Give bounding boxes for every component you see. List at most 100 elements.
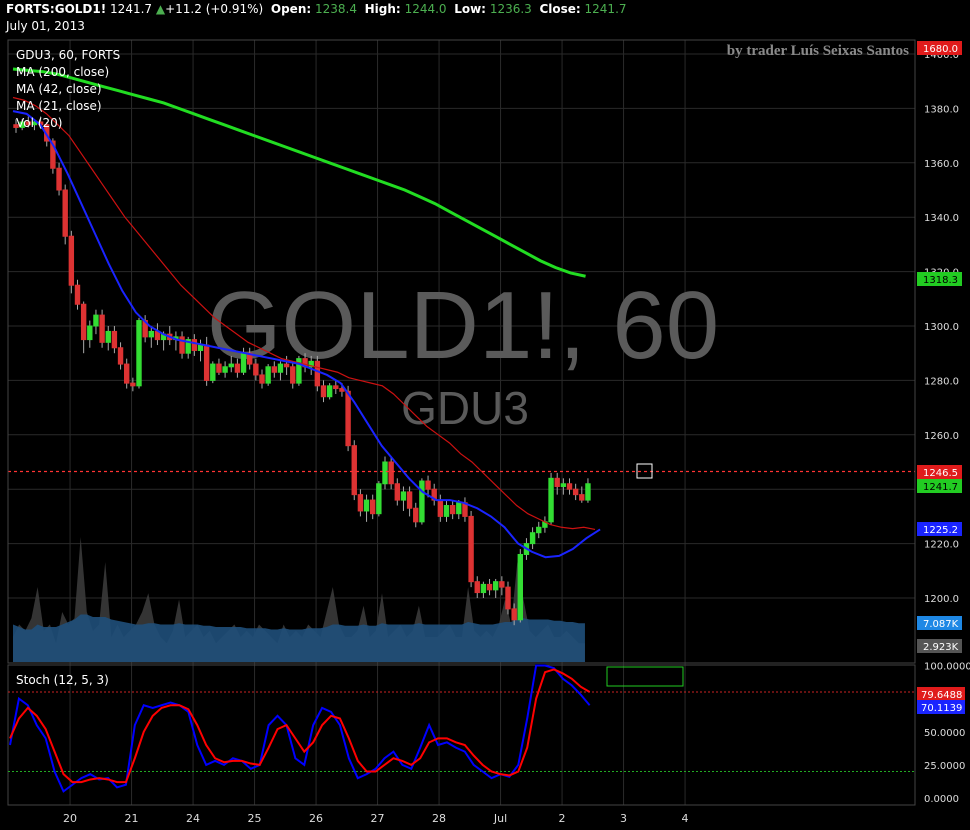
candle-body <box>105 330 111 343</box>
high-value: 1244.0 <box>404 2 447 16</box>
badge-top: 1680.0 <box>923 44 958 55</box>
candle-body <box>376 483 382 515</box>
grid-lines <box>8 40 915 805</box>
price-panel-frame <box>7 39 916 664</box>
candle-body <box>566 483 573 490</box>
legend-ma200[interactable]: MA (200, close) <box>16 65 109 79</box>
highlight-box-price <box>636 463 653 479</box>
stoch-panel-frame <box>7 664 916 806</box>
candle-body <box>419 480 425 523</box>
candle-body <box>124 363 130 384</box>
candle-body <box>400 491 407 501</box>
time-tick-label: 20 <box>63 812 77 825</box>
legend: GDU3, 60, FORTS MA (200, close) MA (42, … <box>16 48 120 687</box>
candle-body <box>560 483 567 487</box>
candle-body <box>259 374 265 384</box>
time-tick-label: 2 <box>559 812 566 825</box>
candle-body <box>265 366 271 384</box>
candle-body <box>31 121 38 126</box>
price-tick-label: 1260.0 <box>924 431 959 442</box>
price-axis[interactable]: 1200.01220.01240.01260.01280.01300.01320… <box>924 50 959 605</box>
candle-body <box>517 553 523 621</box>
legend-ma42[interactable]: MA (42, close) <box>16 82 102 96</box>
open-value: 1238.4 <box>315 2 357 16</box>
candle-body <box>80 303 87 341</box>
time-tick-label: 26 <box>309 812 323 825</box>
badge-last: 1241.7 <box>923 482 958 493</box>
candle-body <box>148 330 155 338</box>
candle-body <box>548 477 554 523</box>
candle-body <box>345 390 351 447</box>
candle-body <box>234 363 241 373</box>
candle-body <box>572 488 579 496</box>
stoch-tick-label: 100.0000 <box>924 662 970 673</box>
watermark-symbol: GOLD1!, 60 <box>207 272 719 379</box>
price-tick-label: 1340.0 <box>924 213 959 224</box>
open-label: Open: <box>270 2 312 16</box>
highlight-box-stoch <box>606 666 684 687</box>
badge-vol-avg: 7.087K <box>923 619 959 630</box>
candle-body <box>382 461 388 485</box>
candle-body <box>468 515 474 583</box>
candle-body <box>351 445 357 496</box>
candle-body <box>326 385 333 398</box>
candle-body <box>456 502 462 515</box>
candle-body <box>19 121 25 128</box>
candle-body <box>25 121 32 126</box>
candle-body <box>511 608 517 621</box>
candle-body <box>271 366 278 373</box>
last-price: 1241.7 <box>110 2 153 16</box>
badge-ma200-bg <box>917 272 962 286</box>
price-tick-label: 1220.0 <box>924 540 959 551</box>
candle-body <box>50 140 56 169</box>
legend-ma21[interactable]: MA (21, close) <box>16 99 102 113</box>
candle-body <box>210 363 216 381</box>
candle-body <box>130 382 136 387</box>
volume-ma-area <box>13 614 585 662</box>
candle-body <box>216 363 222 373</box>
candle-body <box>493 581 499 591</box>
candle-body <box>499 581 505 588</box>
candle-body <box>394 483 401 501</box>
candle-body <box>253 363 259 376</box>
ma21-line <box>12 110 601 559</box>
badge-stoch-k: 79.6488 <box>921 690 962 701</box>
candle-body <box>240 352 247 373</box>
badge-hline: 1246.5 <box>923 468 958 479</box>
candle-body <box>296 358 302 384</box>
stoch-tick-label: 25.0000 <box>924 761 965 772</box>
stoch-title[interactable]: Stoch (12, 5, 3) <box>16 673 109 687</box>
symbol-header: FORTS:GOLD1! 1241.7 ▲+11.2 (+0.91%) Open… <box>6 2 627 16</box>
watermark-contract: GDU3 <box>401 382 529 434</box>
ma42-line <box>12 96 596 531</box>
candle-body <box>56 167 62 191</box>
candle-body <box>585 483 591 501</box>
low-value: 1236.3 <box>489 2 532 16</box>
candle-body <box>74 284 81 305</box>
candle-body <box>370 499 376 515</box>
candle-body <box>536 526 542 534</box>
candle-body <box>197 344 204 351</box>
time-axis[interactable]: 20 21 24 25 26 27 28 Jul 2 3 4 <box>63 812 689 825</box>
close-value: 1241.7 <box>584 2 627 16</box>
candle-body <box>339 388 345 392</box>
candle-body <box>93 314 99 327</box>
badge-vol-avg-bg <box>917 616 962 630</box>
candle-body <box>191 339 198 351</box>
price-tick-label: 1300.0 <box>924 322 959 333</box>
candle-body <box>357 494 364 512</box>
candle-body <box>283 363 290 368</box>
candlestick-series[interactable] <box>13 116 591 626</box>
stoch-tick-label: 50.0000 <box>924 728 965 739</box>
badge-vol-cur-bg <box>917 639 962 653</box>
candle-body <box>449 505 456 515</box>
close-label: Close: <box>539 2 581 16</box>
badge-ma21: 1225.2 <box>923 525 958 536</box>
legend-vol[interactable]: Vol (20) <box>16 116 62 130</box>
candle-body <box>13 124 19 128</box>
candle-body <box>480 583 487 594</box>
badge-stoch-k-bg <box>917 687 965 701</box>
candle-body <box>185 339 191 354</box>
